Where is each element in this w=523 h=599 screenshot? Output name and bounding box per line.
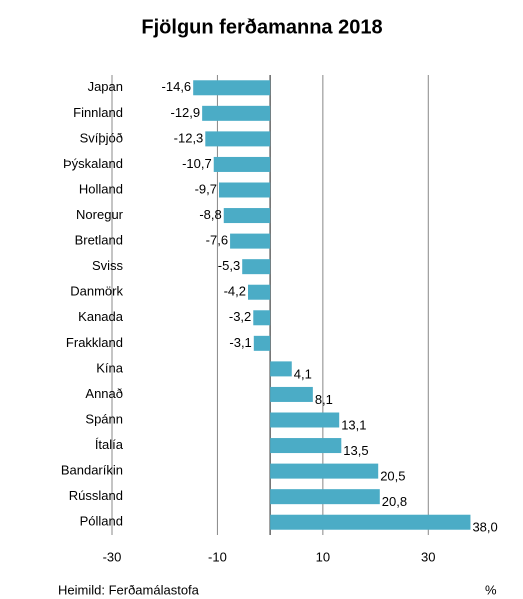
y-tick-label: Kanada	[78, 309, 124, 324]
bar	[219, 182, 271, 198]
value-label: 8,1	[315, 392, 333, 407]
y-tick-label: Bandaríkin	[61, 463, 123, 478]
value-label: -4,2	[224, 284, 246, 299]
unit-label: %	[485, 582, 497, 597]
y-tick-label: Holland	[79, 181, 123, 196]
bar	[242, 259, 271, 275]
value-label: 4,1	[294, 366, 312, 381]
value-label: -12,3	[174, 130, 204, 145]
y-tick-label: Pólland	[80, 514, 123, 529]
chart-title: Fjölgun ferðamanna 2018	[141, 16, 382, 38]
value-label: 38,0	[472, 520, 497, 535]
value-label: 13,1	[341, 417, 366, 432]
y-tick-label: Frakkland	[66, 335, 123, 350]
value-label: -9,7	[195, 181, 217, 196]
value-label: -12,9	[171, 105, 201, 120]
y-tick-label: Bretland	[75, 233, 123, 248]
value-label: 20,5	[380, 469, 405, 484]
bar	[253, 310, 271, 326]
bar	[213, 156, 271, 172]
y-tick-label: Svíþjóð	[80, 130, 123, 145]
y-tick-label: Japan	[88, 79, 123, 94]
y-tick-label: Finnland	[73, 105, 123, 120]
bar	[253, 335, 271, 351]
value-label: -3,2	[229, 309, 251, 324]
source: Heimild: Ferðamálastofa	[58, 582, 200, 597]
bar	[270, 489, 380, 505]
y-tick-label: Noregur	[76, 207, 124, 222]
bar	[270, 438, 342, 454]
bar	[230, 233, 271, 249]
bar	[202, 105, 271, 121]
value-label: -14,6	[162, 79, 192, 94]
bar	[223, 208, 271, 224]
value-label: -7,6	[206, 233, 228, 248]
bar	[270, 361, 292, 377]
y-tick-label: Sviss	[92, 258, 124, 273]
x-tick-label: 30	[421, 549, 435, 564]
y-tick-label: Þýskaland	[63, 156, 123, 171]
value-label: -10,7	[182, 156, 212, 171]
bar	[205, 131, 271, 147]
value-label: 20,8	[382, 494, 407, 509]
x-tick-label: -30	[103, 549, 122, 564]
value-label: 13,5	[343, 443, 368, 458]
y-tick-label: Kína	[96, 360, 124, 375]
value-label: -3,1	[229, 335, 251, 350]
bar	[270, 386, 313, 402]
value-label: -8,8	[199, 207, 221, 222]
bar	[193, 80, 271, 96]
bar	[270, 514, 471, 530]
y-tick-label: Ítalía	[95, 437, 124, 452]
y-tick-label: Annað	[85, 386, 123, 401]
x-tick-label: 10	[316, 549, 330, 564]
y-tick-label: Danmörk	[70, 284, 123, 299]
value-label: -5,3	[218, 258, 240, 273]
y-tick-label: Spánn	[85, 411, 123, 426]
bar	[270, 412, 340, 428]
y-tick-label: Rússland	[69, 488, 123, 503]
bar	[270, 463, 379, 479]
x-tick-label: -10	[208, 549, 227, 564]
bar	[248, 284, 271, 300]
